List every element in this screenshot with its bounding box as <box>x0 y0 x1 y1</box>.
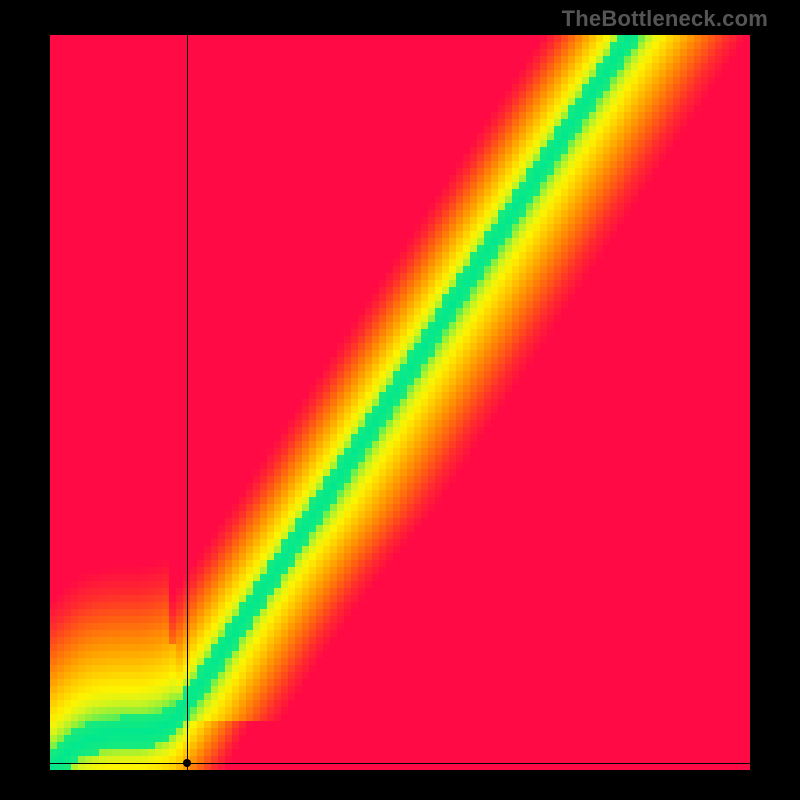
heatmap-plot <box>50 35 750 770</box>
crosshair-vertical <box>187 35 188 770</box>
crosshair-marker <box>183 759 191 767</box>
heatmap-canvas <box>50 35 750 770</box>
watermark-text: TheBottleneck.com <box>562 6 768 32</box>
crosshair-horizontal <box>50 763 750 764</box>
chart-container: TheBottleneck.com <box>0 0 800 800</box>
